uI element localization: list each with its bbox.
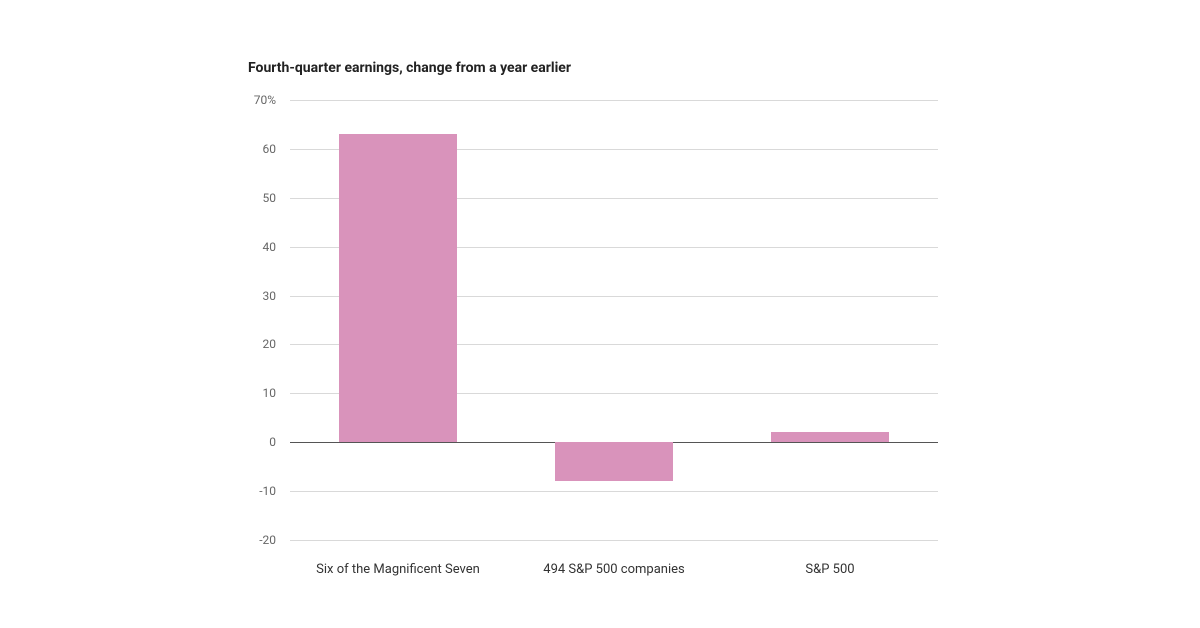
x-tick-label: S&P 500 [805, 562, 854, 577]
y-tick-label: -20 [259, 533, 276, 547]
y-tick-label: 70% [254, 93, 276, 107]
gridline [290, 540, 938, 541]
gridline [290, 100, 938, 101]
chart-title: Fourth-quarter earnings, change from a y… [248, 60, 571, 76]
bar [339, 134, 458, 442]
y-tick-label: 30 [263, 289, 277, 303]
y-tick-label: 20 [263, 337, 277, 351]
y-tick-label: 50 [263, 191, 277, 205]
x-tick-label: Six of the Magnificent Seven [316, 562, 480, 577]
gridline [290, 491, 938, 492]
x-tick-label: 494 S&P 500 companies [543, 562, 684, 577]
chart-plot-area: -20-10010203040506070%Six of the Magnifi… [290, 100, 938, 540]
y-tick-label: 60 [263, 142, 277, 156]
y-tick-label: 0 [269, 435, 276, 449]
y-tick-label: 10 [263, 386, 277, 400]
y-tick-label: -10 [259, 484, 276, 498]
y-tick-label: 40 [263, 240, 277, 254]
bar [771, 432, 890, 442]
bar [555, 442, 674, 481]
